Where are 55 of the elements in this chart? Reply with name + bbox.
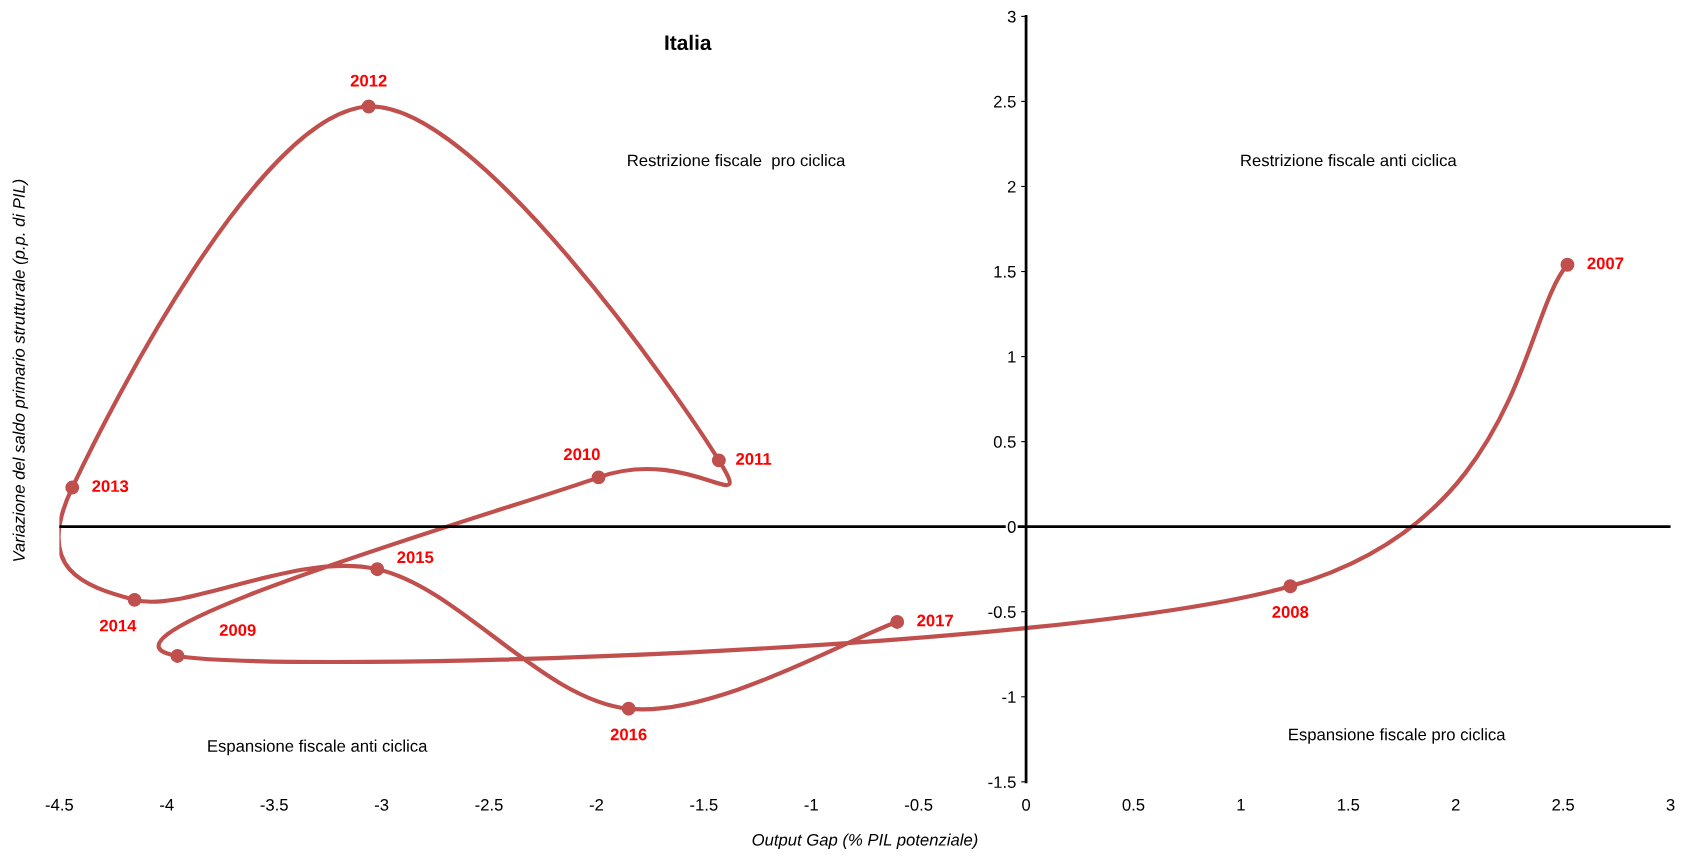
point bbox=[370, 562, 385, 577]
x-tick-label: -3.5 bbox=[260, 798, 288, 811]
x-tick-label: -4.5 bbox=[45, 799, 74, 811]
annotation: 2009 bbox=[219, 624, 256, 636]
y-tick-label: 0.5 bbox=[993, 436, 1016, 448]
x-tick-label: 1.5 bbox=[1338, 799, 1360, 811]
point bbox=[1283, 579, 1298, 594]
x-tick-label: -1.5 bbox=[690, 799, 718, 811]
annotation: Espansione fiscale pro ciclica bbox=[1289, 728, 1506, 744]
y-tick-label: 3 bbox=[1007, 10, 1016, 23]
point bbox=[1560, 257, 1575, 272]
x-tick-label: 2.5 bbox=[1552, 798, 1575, 811]
annotation: Restrizione fiscale anti ciclica bbox=[1241, 154, 1457, 167]
y-tick-label: -1.5 bbox=[988, 776, 1016, 789]
annotation: 2010 bbox=[563, 448, 600, 461]
text: Italia bbox=[665, 34, 712, 51]
x-tick-label: 2 bbox=[1451, 798, 1460, 811]
annotation: 2014 bbox=[99, 619, 137, 632]
point bbox=[711, 453, 726, 468]
annotation: Restrizione fiscale pro ciclica bbox=[628, 154, 846, 170]
x-tick-label: -3 bbox=[374, 798, 389, 811]
annotation: 2011 bbox=[736, 453, 772, 465]
y-tick-label: -1 bbox=[1002, 691, 1016, 703]
y-tick-label: 1 bbox=[1008, 351, 1016, 363]
x-tick-label: 0 bbox=[1022, 798, 1031, 811]
x-tick-label: -1 bbox=[804, 799, 818, 811]
y-tick-label: -0.5 bbox=[988, 606, 1016, 618]
y-tick-label: 0 bbox=[1007, 521, 1016, 533]
y-tick-label: 2.5 bbox=[994, 95, 1016, 108]
point bbox=[591, 470, 606, 485]
annotation: 2012 bbox=[350, 74, 387, 87]
x-tick-label: -2.5 bbox=[475, 798, 503, 811]
x-tick-label: 3 bbox=[1666, 798, 1675, 811]
annotation: 2008 bbox=[1272, 606, 1309, 618]
point bbox=[890, 614, 905, 629]
annotation: 2016 bbox=[610, 728, 647, 741]
y-tick-label: 1.5 bbox=[994, 266, 1016, 278]
x-tick-label: 1 bbox=[1237, 799, 1245, 811]
x-tick-label: -4 bbox=[160, 799, 174, 811]
x-tick-label: -2 bbox=[589, 798, 603, 811]
point bbox=[170, 649, 185, 663]
y-axis-title: Variazione del saldo primario strutturale (p.p. di PIL) bbox=[12, 179, 29, 562]
annotation: 2007 bbox=[1587, 257, 1624, 270]
y-tick-label: 2 bbox=[1007, 180, 1016, 193]
point bbox=[65, 480, 80, 495]
x-tick-label: 0.5 bbox=[1122, 798, 1145, 811]
annotation: 2015 bbox=[397, 551, 434, 564]
point bbox=[127, 592, 142, 607]
annotation: Espansione fiscale anti ciclica bbox=[208, 739, 428, 756]
point bbox=[621, 701, 636, 716]
point bbox=[361, 99, 376, 114]
x-axis-title: Output Gap (% PIL potenziale) bbox=[752, 833, 978, 850]
x-tick-label: -0.5 bbox=[905, 798, 933, 811]
annotation: 2013 bbox=[92, 480, 129, 493]
annotation: 2017 bbox=[917, 614, 953, 627]
